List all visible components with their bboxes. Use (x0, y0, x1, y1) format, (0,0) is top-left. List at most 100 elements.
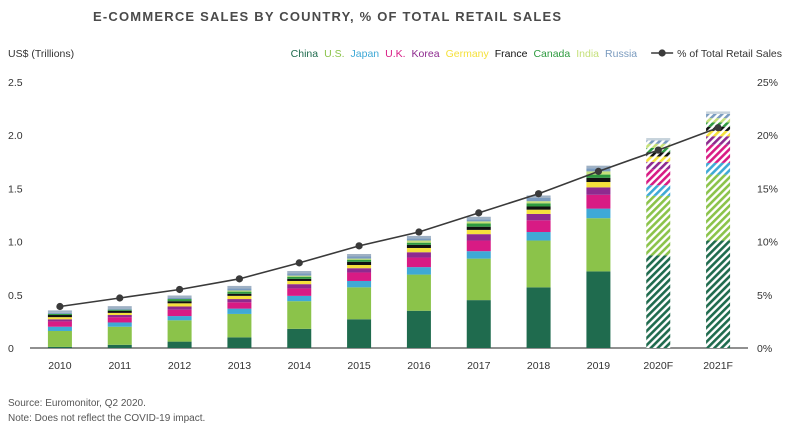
footnote: Note: Does not reflect the COVID-19 impa… (8, 413, 205, 424)
legend-label-germany: Germany (446, 48, 490, 60)
legend-line-marker (651, 49, 674, 57)
bar-segment-germany (646, 156, 671, 162)
bar-segment-china (646, 255, 671, 348)
axes: 0 0.5 1.0 1.5 2.0 2.5 0% 5% 10% 15% 20% 25% (8, 77, 778, 355)
bar-segment-japan (526, 232, 551, 241)
x-tick-label: 2020F (643, 360, 673, 372)
line-point-2018 (534, 190, 543, 198)
bar-segment-china (406, 310, 431, 348)
bar-segment-china (167, 341, 192, 348)
line-point-2011 (116, 294, 124, 302)
bar-segment-u-s (586, 218, 611, 272)
line-point-2021f (714, 124, 722, 132)
bar-segment-canada (526, 203, 551, 207)
legend-label-korea: Korea (412, 48, 440, 60)
bar-segment-u-k (107, 317, 132, 323)
bar-segment-u-s (167, 320, 192, 342)
bar-segment-germany (526, 209, 551, 214)
x-tick-label: 2017 (467, 360, 491, 372)
bar-segment-germany (706, 130, 731, 137)
bar-segment-china (526, 287, 551, 348)
bar-segment-france (406, 244, 431, 248)
bar-segment-u-s (107, 326, 132, 345)
bar-segment-russia (47, 312, 72, 314)
x-tick-label: 2019 (587, 360, 611, 372)
y-axis-label: US$ (Trillions) (8, 48, 74, 60)
bar-stack-2020f (646, 138, 671, 348)
y-tick-label-left: 0 (8, 343, 14, 355)
bar-segment-canada (347, 259, 372, 262)
bar-segment-china (227, 337, 252, 348)
bar-segment-u-k (47, 321, 72, 327)
bar-segment-u-k (526, 220, 551, 233)
bar-segment-korea (107, 315, 132, 318)
x-tick-labels: 2010 2011 2012 2013 2014 2015 2016 2017 2018 2019… (48, 360, 733, 372)
bar-segment-russia (107, 308, 132, 310)
bar-segment-japan (466, 251, 491, 259)
bar-stack-2012 (167, 295, 192, 348)
bar-cap (227, 285, 252, 289)
x-tick-label: 2013 (228, 360, 252, 372)
bar-segment-u-k (167, 309, 192, 317)
bar-segment-india (347, 258, 372, 260)
bar-segment-germany (47, 317, 72, 320)
bar-cap (47, 310, 72, 313)
bar-segment-russia (526, 197, 551, 202)
bar-segment-u-k (586, 194, 611, 209)
line-point-2016 (415, 228, 423, 236)
x-tick-label: 2016 (407, 360, 431, 372)
bar-segment-india (706, 118, 731, 123)
bar-segment-china (287, 328, 312, 348)
bar-segment-germany (167, 303, 192, 307)
bar-segment-russia (646, 140, 671, 144)
bar-segment-korea (227, 299, 252, 303)
legend-label-china: China (291, 48, 319, 60)
line-point-2014 (295, 259, 303, 267)
bar-segment-korea (706, 136, 731, 145)
bar-segment-japan (227, 308, 252, 314)
bar-segment-russia (706, 113, 731, 119)
legend-label-india: India (576, 48, 599, 60)
bar-stack-2011 (107, 306, 132, 348)
bar-segment-canada (227, 291, 252, 294)
bar-segment-japan (646, 185, 671, 196)
line-point-2012 (175, 285, 184, 294)
bar-cap (586, 165, 611, 169)
y-tick-label-left: 2.0 (8, 130, 23, 142)
bar-stack-2018 (526, 195, 551, 348)
bar-segment-u-s (406, 274, 431, 311)
bar-segment-china (586, 271, 611, 348)
bar-segment-france (347, 261, 372, 266)
x-tick-label: 2018 (527, 360, 551, 372)
bar-segment-germany (406, 247, 431, 253)
bar-stack-2010 (47, 310, 72, 348)
bar-segment-germany (227, 295, 252, 300)
bar-segment-france (466, 226, 491, 230)
bar-segment-u-k (347, 272, 372, 281)
bar-segment-russia (227, 288, 252, 291)
legend-line-dot (658, 49, 666, 57)
bar-segment-japan (47, 326, 72, 331)
bar-stack-2017 (466, 216, 491, 348)
line-point-2019 (594, 167, 603, 175)
y-tick-label-right: 5% (757, 290, 772, 302)
line-point-2017 (475, 209, 483, 217)
bar-segment-u-k (287, 288, 312, 296)
bar-segment-u-s (347, 287, 372, 320)
bar-segment-u-s (47, 330, 72, 347)
legend-label-line: % of Total Retail Sales (677, 48, 782, 60)
bar-segment-france (227, 293, 252, 296)
bar-stack-2016 (406, 235, 431, 348)
bar-segment-china (466, 300, 491, 348)
bar-segment-u-s (706, 174, 731, 241)
bar-cap (646, 138, 671, 141)
bar-segment-india (466, 221, 491, 224)
bar-segment-canada (167, 299, 192, 302)
legend-label-japan: Japan (351, 48, 380, 60)
bar-segment-u-s (287, 301, 312, 329)
bar-cap (406, 235, 431, 239)
bar-segment-korea (287, 284, 312, 289)
y-tick-label-right: 25% (757, 77, 778, 89)
